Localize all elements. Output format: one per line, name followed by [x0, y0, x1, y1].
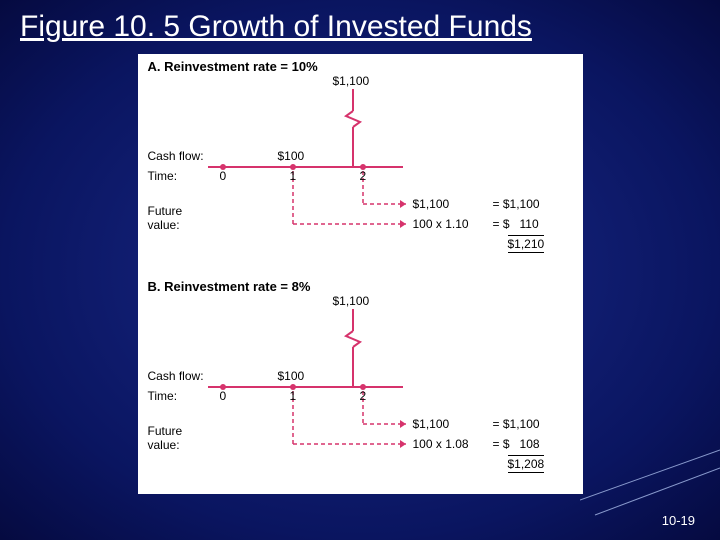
panel-a-t0: 0: [220, 169, 227, 183]
panel-a-t2: 2: [360, 169, 367, 183]
panel-b-fv1-right: = $1,100: [493, 417, 540, 431]
figure-container: A. Reinvestment rate = 10% $1,100 Cash f…: [138, 54, 583, 494]
panel-b-fv2-right: = $ 108: [493, 437, 540, 451]
panel-b-fv1-left: $1,100: [413, 417, 450, 431]
panel-a-t1: 1: [290, 169, 297, 183]
panel-a: A. Reinvestment rate = 10% $1,100 Cash f…: [138, 59, 583, 274]
panel-b-cashflow-label: Cash flow:: [148, 369, 204, 383]
panel-a-time-label: Time:: [148, 169, 178, 183]
page-number: 10-19: [662, 513, 695, 528]
panel-a-cashflow-label: Cash flow:: [148, 149, 204, 163]
panel-b: B. Reinvestment rate = 8% $1,100 Cash fl…: [138, 279, 583, 494]
panel-b-t0: 0: [220, 389, 227, 403]
panel-b-t1: 1: [290, 389, 297, 403]
panel-b-total: $1,208: [508, 455, 545, 473]
panel-b-t2: 2: [360, 389, 367, 403]
panel-a-fv1-right: = $1,100: [493, 197, 540, 211]
panel-a-fv-label: Future value:: [148, 204, 183, 232]
panel-a-fv2-left: 100 x 1.10: [413, 217, 469, 231]
slide-title: Figure 10. 5 Growth of Invested Funds: [0, 0, 720, 49]
panel-b-fv-label: Future value:: [148, 424, 183, 452]
panel-b-time-label: Time:: [148, 389, 178, 403]
panel-a-fv1-left: $1,100: [413, 197, 450, 211]
panel-a-total: $1,210: [508, 235, 545, 253]
panel-a-fv2-right: = $ 110: [493, 217, 539, 231]
corner-accent: [580, 440, 720, 520]
panel-a-cashflow-value: $100: [278, 149, 305, 163]
panel-b-fv2-left: 100 x 1.08: [413, 437, 469, 451]
panel-b-cashflow-value: $100: [278, 369, 305, 383]
